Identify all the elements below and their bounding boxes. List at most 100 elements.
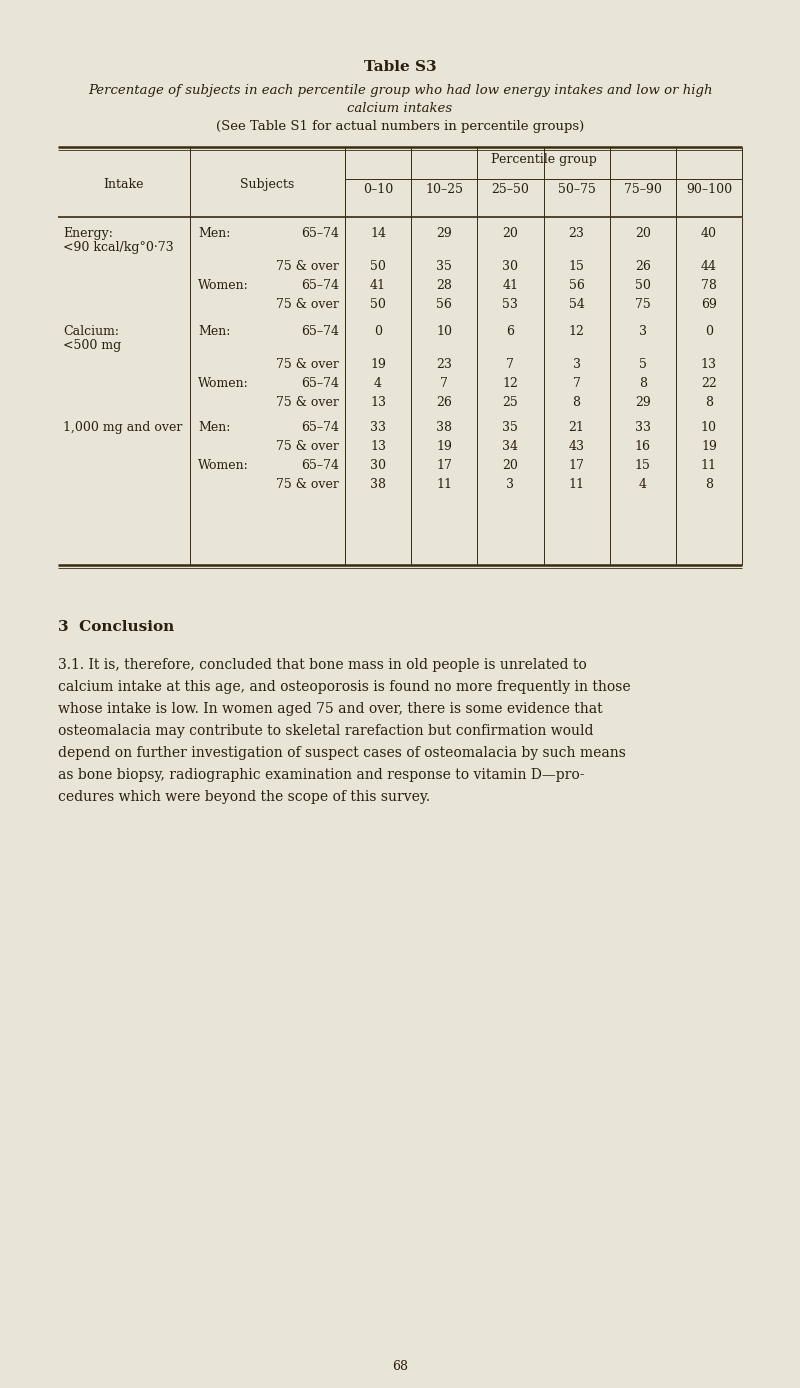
Text: 20: 20 (502, 228, 518, 240)
Text: 69: 69 (701, 298, 717, 311)
Text: 30: 30 (502, 260, 518, 273)
Text: 11: 11 (569, 477, 585, 491)
Text: 54: 54 (569, 298, 585, 311)
Text: 75 & over: 75 & over (276, 358, 339, 371)
Text: 19: 19 (701, 440, 717, 452)
Text: Women:: Women: (198, 378, 249, 390)
Text: 33: 33 (634, 421, 650, 434)
Text: 20: 20 (635, 228, 650, 240)
Text: 17: 17 (436, 459, 452, 472)
Text: 3: 3 (506, 477, 514, 491)
Text: calcium intakes: calcium intakes (347, 101, 453, 115)
Text: 50–75: 50–75 (558, 183, 595, 196)
Text: 34: 34 (502, 440, 518, 452)
Text: 41: 41 (502, 279, 518, 291)
Text: 10–25: 10–25 (426, 183, 463, 196)
Text: 0: 0 (374, 325, 382, 339)
Text: 50: 50 (370, 298, 386, 311)
Text: 43: 43 (569, 440, 585, 452)
Text: 30: 30 (370, 459, 386, 472)
Text: 21: 21 (569, 421, 585, 434)
Text: 3: 3 (638, 325, 646, 339)
Text: 65–74: 65–74 (301, 228, 339, 240)
Text: Percentile group: Percentile group (490, 153, 597, 167)
Text: 8: 8 (705, 477, 713, 491)
Text: 7: 7 (573, 378, 581, 390)
Text: 13: 13 (370, 396, 386, 409)
Text: 4: 4 (374, 378, 382, 390)
Text: cedures which were beyond the scope of this survey.: cedures which were beyond the scope of t… (58, 790, 430, 804)
Text: 25–50: 25–50 (491, 183, 530, 196)
Text: 12: 12 (569, 325, 585, 339)
Text: 33: 33 (370, 421, 386, 434)
Text: 3.1. It is, therefore, concluded that bone mass in old people is unrelated to: 3.1. It is, therefore, concluded that bo… (58, 658, 586, 672)
Text: 41: 41 (370, 279, 386, 291)
Text: 15: 15 (569, 260, 585, 273)
Text: 29: 29 (635, 396, 650, 409)
Text: <500 mg: <500 mg (63, 339, 122, 353)
Text: 40: 40 (701, 228, 717, 240)
Text: 26: 26 (436, 396, 452, 409)
Text: 11: 11 (436, 477, 452, 491)
Text: 0: 0 (705, 325, 713, 339)
Text: 26: 26 (635, 260, 650, 273)
Text: 22: 22 (701, 378, 717, 390)
Text: Calcium:: Calcium: (63, 325, 119, 339)
Text: 35: 35 (502, 421, 518, 434)
Text: Percentage of subjects in each percentile group who had low energy intakes and l: Percentage of subjects in each percentil… (88, 85, 712, 97)
Text: 8: 8 (573, 396, 581, 409)
Text: 8: 8 (638, 378, 646, 390)
Text: 10: 10 (701, 421, 717, 434)
Text: 75 & over: 75 & over (276, 298, 339, 311)
Text: 20: 20 (502, 459, 518, 472)
Text: Men:: Men: (198, 228, 230, 240)
Text: 75 & over: 75 & over (276, 440, 339, 452)
Text: 75: 75 (635, 298, 650, 311)
Text: Table S3: Table S3 (364, 60, 436, 74)
Text: 53: 53 (502, 298, 518, 311)
Text: Energy:: Energy: (63, 228, 113, 240)
Text: 13: 13 (370, 440, 386, 452)
Text: 3  Conclusion: 3 Conclusion (58, 620, 174, 634)
Text: 7: 7 (506, 358, 514, 371)
Text: 28: 28 (436, 279, 452, 291)
Text: 23: 23 (569, 228, 585, 240)
Text: 78: 78 (701, 279, 717, 291)
Text: 56: 56 (436, 298, 452, 311)
Text: 65–74: 65–74 (301, 378, 339, 390)
Text: 19: 19 (436, 440, 452, 452)
Text: <90 kcal/kg°0·73: <90 kcal/kg°0·73 (63, 242, 174, 254)
Text: 6: 6 (506, 325, 514, 339)
Text: 10: 10 (436, 325, 452, 339)
Text: 15: 15 (635, 459, 650, 472)
Text: Men:: Men: (198, 325, 230, 339)
Text: Women:: Women: (198, 459, 249, 472)
Text: calcium intake at this age, and osteoporosis is found no more frequently in thos: calcium intake at this age, and osteopor… (58, 680, 630, 694)
Text: as bone biopsy, radiographic examination and response to vitamin D—pro-: as bone biopsy, radiographic examination… (58, 768, 585, 781)
Text: 5: 5 (639, 358, 646, 371)
Text: 13: 13 (701, 358, 717, 371)
Text: 75–90: 75–90 (624, 183, 662, 196)
Text: 35: 35 (436, 260, 452, 273)
Text: Intake: Intake (104, 178, 144, 190)
Text: Women:: Women: (198, 279, 249, 291)
Text: 29: 29 (436, 228, 452, 240)
Text: 65–74: 65–74 (301, 279, 339, 291)
Text: 8: 8 (705, 396, 713, 409)
Text: 1,000 mg and over: 1,000 mg and over (63, 421, 182, 434)
Text: 7: 7 (440, 378, 448, 390)
Text: Subjects: Subjects (240, 178, 294, 190)
Text: 68: 68 (392, 1360, 408, 1373)
Text: 75 & over: 75 & over (276, 477, 339, 491)
Text: 3: 3 (573, 358, 581, 371)
Text: 65–74: 65–74 (301, 421, 339, 434)
Text: 14: 14 (370, 228, 386, 240)
Text: 12: 12 (502, 378, 518, 390)
Text: 75 & over: 75 & over (276, 260, 339, 273)
Text: 0–10: 0–10 (363, 183, 394, 196)
Text: osteomalacia may contribute to skeletal rarefaction but confirmation would: osteomalacia may contribute to skeletal … (58, 725, 594, 738)
Text: 50: 50 (635, 279, 650, 291)
Text: 75 & over: 75 & over (276, 396, 339, 409)
Text: 65–74: 65–74 (301, 459, 339, 472)
Text: 90–100: 90–100 (686, 183, 732, 196)
